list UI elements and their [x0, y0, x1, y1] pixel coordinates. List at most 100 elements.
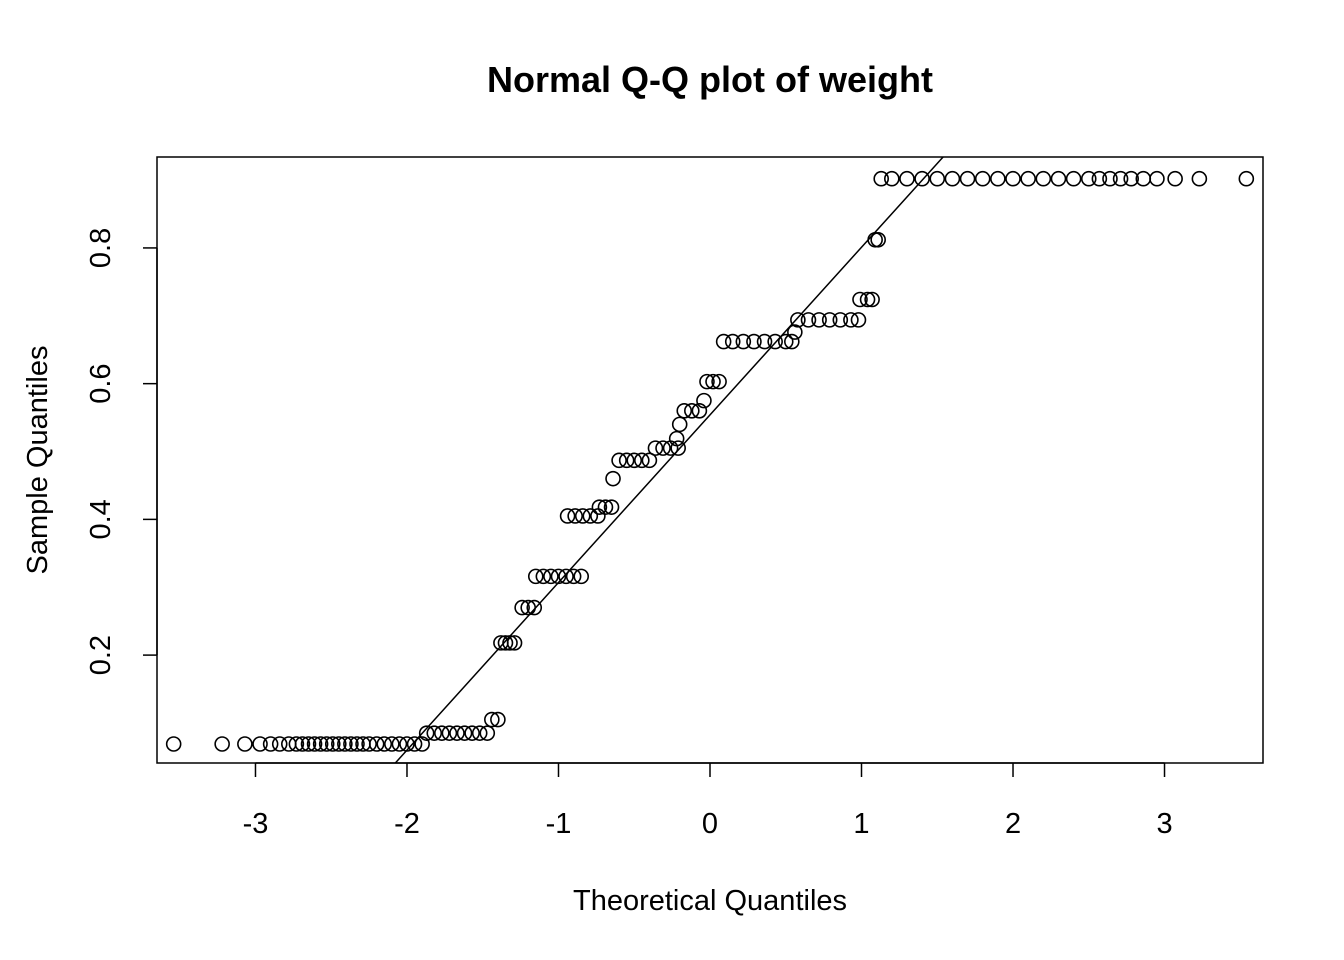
data-point [368, 736, 385, 752]
data-point [349, 736, 365, 752]
data-point [850, 312, 867, 328]
y-axis-label: Sample Quantiles [22, 346, 54, 575]
data-point [821, 312, 838, 328]
data-point [634, 452, 650, 469]
data-point [565, 568, 582, 585]
data-point [479, 725, 496, 741]
data-point [331, 736, 347, 752]
data-point [655, 440, 671, 456]
data-point [990, 170, 1006, 187]
data-point [1005, 170, 1021, 187]
data-point [214, 736, 230, 752]
data-point [1167, 170, 1183, 187]
data-point [1050, 170, 1067, 187]
data-point [343, 736, 359, 752]
chart-title: Normal Q-Q plot of weight [487, 59, 933, 100]
data-point [944, 170, 961, 187]
data-point [626, 452, 643, 469]
data-point [406, 736, 423, 752]
data-point [418, 725, 435, 741]
data-point [165, 736, 182, 752]
data-point [591, 499, 608, 515]
data-point [484, 711, 500, 728]
data-point [884, 170, 900, 187]
data-point [1020, 170, 1036, 187]
data-point [767, 333, 783, 350]
data-point [237, 736, 253, 752]
data-point [376, 736, 393, 752]
x-tick-label: 3 [1156, 808, 1172, 840]
data-point [715, 333, 732, 350]
data-point [787, 324, 803, 340]
data-point [1080, 170, 1097, 187]
data-point [1123, 170, 1139, 187]
data-point [711, 373, 727, 390]
data-point [1149, 170, 1165, 187]
data-point [852, 291, 868, 308]
data-point [873, 170, 890, 187]
data-point [574, 508, 591, 524]
data-point [573, 568, 590, 585]
data-point [288, 736, 305, 752]
data-point [1191, 170, 1208, 187]
data-point [724, 333, 741, 350]
y-tick-label: 0.6 [85, 363, 117, 403]
data-point [705, 373, 721, 390]
x-tick-label: 1 [853, 808, 869, 840]
data-point [391, 736, 408, 752]
data-point [1238, 170, 1255, 187]
data-point [668, 430, 685, 447]
data-point [294, 736, 311, 752]
data-point [605, 470, 621, 487]
data-point [671, 416, 688, 433]
data-point [490, 711, 506, 728]
data-point [1091, 170, 1108, 187]
y-tick-label: 0.2 [85, 635, 117, 675]
x-tick-label: 2 [1005, 808, 1021, 840]
data-point [252, 736, 268, 752]
data-point [464, 725, 480, 741]
data-point [676, 403, 693, 419]
data-point [843, 312, 859, 328]
data-point [929, 170, 946, 187]
data-point [864, 291, 880, 308]
data-point [384, 736, 400, 752]
qq-reference-line [394, 156, 944, 764]
data-point [559, 508, 576, 524]
data-point [611, 452, 627, 469]
x-tick-label: -1 [546, 808, 572, 840]
x-tick-label: -3 [243, 808, 269, 840]
data-point [867, 231, 883, 248]
x-axis-label: Theoretical Quantiles [573, 885, 847, 917]
data-point [899, 170, 915, 187]
data-point [535, 568, 552, 585]
y-tick-label: 0.4 [85, 499, 117, 539]
data-point [699, 373, 715, 390]
data-point [426, 725, 443, 741]
plot-frame [156, 156, 1264, 764]
data-point [603, 499, 620, 515]
data-point [337, 736, 353, 752]
data-point [1065, 170, 1082, 187]
data-point [859, 291, 876, 308]
data-point [618, 452, 635, 469]
x-tick-label: -2 [394, 808, 420, 840]
data-point [641, 452, 658, 469]
data-point [959, 170, 976, 187]
data-point [361, 736, 377, 752]
data-point [271, 736, 288, 752]
x-axis: -3 -2 -1 0 1 2 3 [243, 762, 1173, 840]
data-point [449, 725, 465, 741]
data-point [300, 736, 317, 752]
data-point [670, 440, 686, 456]
data-point [471, 725, 488, 741]
data-point [543, 568, 559, 585]
x-tick-label: 0 [702, 808, 718, 840]
data-point [790, 312, 806, 328]
data-point [974, 170, 991, 187]
data-point [441, 725, 458, 741]
data-point [784, 333, 800, 350]
data-point [582, 508, 599, 524]
data-point [832, 312, 849, 328]
data-point [456, 725, 473, 741]
